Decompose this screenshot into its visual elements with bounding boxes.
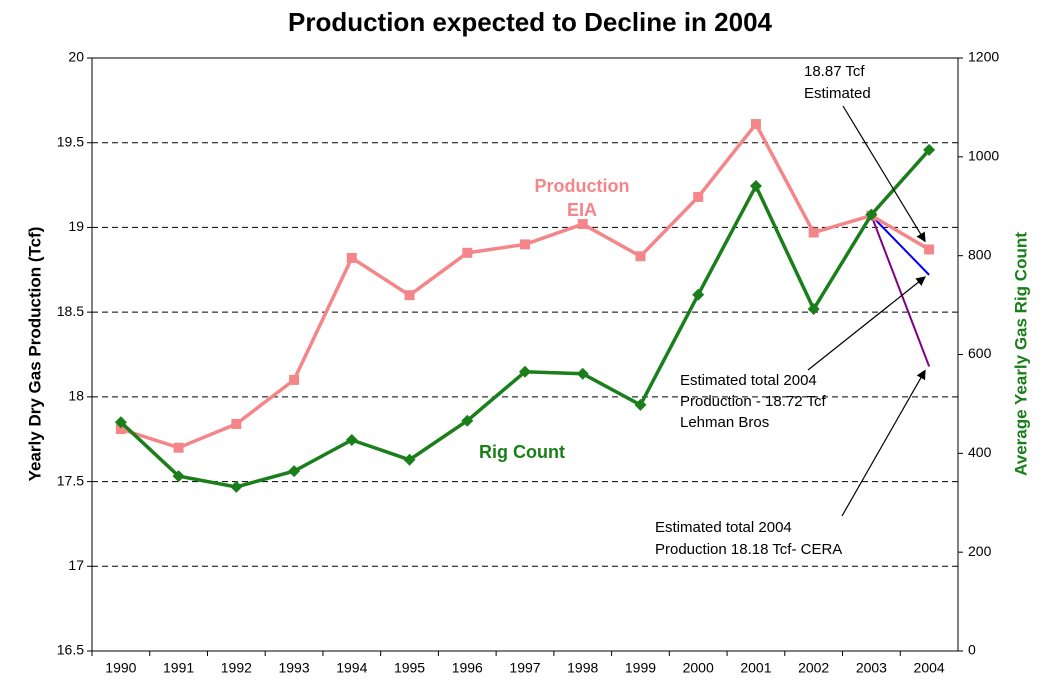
series-label: EIA bbox=[567, 200, 597, 220]
series-label: Rig Count bbox=[479, 442, 565, 462]
marker bbox=[808, 227, 819, 238]
marker bbox=[576, 367, 589, 380]
x-tick-label: 1994 bbox=[336, 660, 367, 676]
y2-tick-label: 800 bbox=[968, 246, 992, 262]
x-tick-label: 1990 bbox=[105, 660, 136, 676]
marker bbox=[461, 414, 474, 427]
marker bbox=[288, 465, 301, 478]
marker bbox=[634, 398, 647, 411]
y-tick-label: 18 bbox=[68, 388, 84, 404]
annotation: Production 18.18 Tcf- CERA bbox=[655, 541, 842, 558]
y2-tick-label: 1000 bbox=[968, 148, 999, 164]
series-label: Production bbox=[535, 176, 630, 196]
y2-tick-label: 0 bbox=[968, 642, 976, 658]
annotation-arrow bbox=[841, 369, 926, 517]
y-tick-label: 18.5 bbox=[57, 303, 84, 319]
y2-tick-label: 600 bbox=[968, 345, 992, 361]
chart-title: Production expected to Decline in 2004 bbox=[288, 7, 773, 37]
marker bbox=[577, 219, 588, 230]
annotation: Estimated total 2004 bbox=[680, 372, 817, 389]
marker bbox=[635, 251, 646, 262]
x-tick-label: 1992 bbox=[221, 660, 252, 676]
marker bbox=[520, 239, 530, 250]
x-tick-label: 2000 bbox=[683, 660, 714, 676]
x-tick-label: 2001 bbox=[740, 660, 771, 676]
y-tick-label: 17.5 bbox=[57, 472, 84, 488]
marker bbox=[231, 418, 242, 429]
annotation-arrow bbox=[842, 105, 926, 243]
marker bbox=[519, 365, 531, 378]
x-tick-label: 1999 bbox=[625, 660, 656, 676]
x-tick-label: 1993 bbox=[278, 660, 309, 676]
y-tick-label: 19.5 bbox=[57, 133, 84, 149]
x-tick-label: 2003 bbox=[856, 660, 887, 676]
annotation: Estimated total 2004 bbox=[655, 519, 792, 536]
annotation: 18.87 Tcf bbox=[804, 63, 865, 80]
marker bbox=[403, 453, 416, 466]
annotation: Production - 18.72 Tcf bbox=[680, 393, 826, 410]
marker bbox=[924, 244, 935, 255]
x-tick-label: 2002 bbox=[798, 660, 829, 676]
marker bbox=[114, 416, 127, 429]
marker bbox=[172, 470, 185, 483]
y2-axis-title: Average Yearly Gas Rig Count bbox=[1011, 232, 1030, 476]
annotation-arrow bbox=[807, 276, 926, 371]
marker bbox=[462, 247, 473, 258]
series-line bbox=[870, 214, 930, 276]
marker bbox=[404, 290, 415, 301]
y2-tick-label: 200 bbox=[968, 543, 992, 559]
y-tick-label: 19 bbox=[68, 218, 84, 234]
marker bbox=[289, 374, 300, 385]
series-line bbox=[870, 215, 931, 367]
marker bbox=[115, 424, 126, 435]
marker bbox=[865, 208, 878, 221]
x-tick-label: 1997 bbox=[509, 660, 540, 676]
y-tick-label: 20 bbox=[68, 49, 84, 65]
x-tick-label: 1995 bbox=[394, 660, 425, 676]
marker bbox=[693, 191, 704, 202]
marker bbox=[923, 143, 936, 156]
x-tick-label: 1998 bbox=[567, 660, 598, 676]
x-tick-label: 2004 bbox=[914, 660, 945, 676]
annotation: Estimated bbox=[804, 85, 871, 102]
marker bbox=[173, 442, 184, 453]
series-line bbox=[119, 148, 931, 489]
marker bbox=[807, 303, 820, 316]
y-axis-title: Yearly Dry Gas Production (Tcf) bbox=[25, 227, 44, 482]
y2-tick-label: 400 bbox=[968, 444, 992, 460]
y-tick-label: 16.5 bbox=[57, 642, 84, 658]
marker bbox=[750, 119, 761, 130]
marker bbox=[345, 433, 358, 446]
marker bbox=[749, 179, 762, 192]
marker bbox=[346, 252, 357, 263]
y2-tick-label: 1200 bbox=[968, 49, 999, 65]
y-tick-label: 17 bbox=[68, 557, 84, 573]
x-tick-label: 1996 bbox=[452, 660, 483, 676]
annotation: Lehman Bros bbox=[680, 414, 769, 431]
marker bbox=[230, 480, 243, 493]
marker bbox=[692, 288, 705, 301]
x-tick-label: 1991 bbox=[163, 660, 194, 676]
